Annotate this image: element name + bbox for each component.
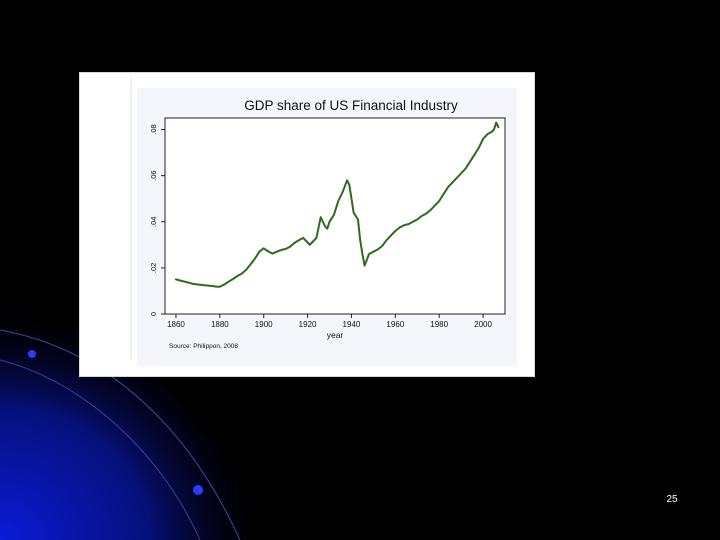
decor-dot-2: [193, 485, 203, 495]
plot-area: [164, 117, 506, 315]
x-tick-label-0: 1860: [167, 320, 185, 329]
source-note: Source: Philippon, 2008: [169, 343, 238, 350]
x-axis-ticks: 1860 1880 1900 1920 1940 1960 1980 2000: [167, 314, 493, 329]
y-tick-label-4: .08: [149, 124, 158, 134]
x-axis-label: year: [327, 330, 344, 340]
figure-panel: GDP share of US Financial Industry 0 .02.…: [79, 72, 535, 377]
x-tick-label-2: 1900: [255, 320, 273, 329]
y-axis-ticks: 0 .02 .04 .06 .08: [149, 124, 165, 316]
slide-number: 25: [666, 494, 678, 505]
decor-curve-2: [0, 359, 201, 540]
x-tick-label-4: 1940: [343, 320, 361, 329]
chart-title: GDP share of US Financial Industry: [244, 98, 458, 113]
series-line-0: [175, 121, 500, 288]
y-tick-label-1: .02: [149, 263, 158, 273]
y-tick-label-3: .06: [149, 170, 158, 180]
series-layer: [175, 121, 500, 288]
x-tick-label-3: 1920: [299, 320, 317, 329]
y-tick-label-0: 0: [149, 312, 158, 316]
chart: GDP share of US Financial Industry 0 .02.…: [79, 72, 535, 377]
decor-dot-1: [28, 350, 36, 358]
x-tick-label-1: 1880: [211, 320, 229, 329]
x-tick-label-7: 2000: [474, 320, 492, 329]
x-tick-label-6: 1980: [430, 320, 448, 329]
blue-swoosh: [0, 300, 270, 540]
y-tick-label-2: .04: [149, 217, 158, 227]
decor-curve-1: [0, 329, 241, 540]
x-tick-label-5: 1960: [386, 320, 404, 329]
